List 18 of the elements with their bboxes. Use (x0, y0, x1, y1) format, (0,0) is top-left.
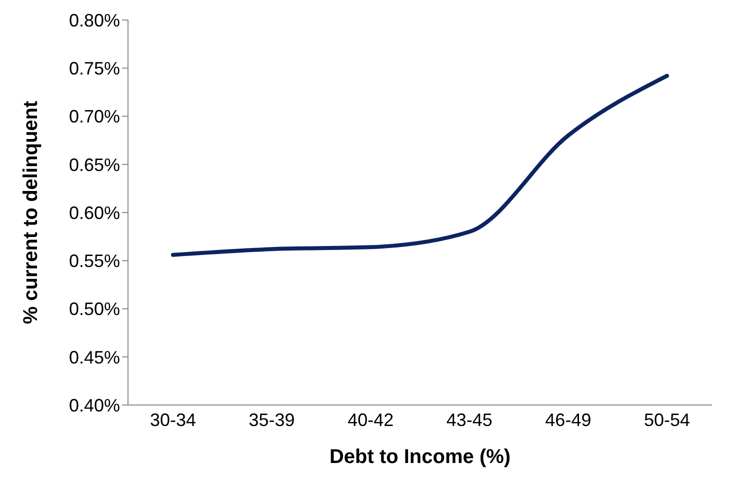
y-axis-title: % current to delinquent (20, 100, 42, 324)
y-tick-label: 0.75% (68, 58, 120, 79)
y-tick-label: 0.65% (68, 154, 120, 175)
y-tick-label: 0.50% (68, 299, 120, 320)
x-tick-label: 43-45 (446, 410, 492, 430)
y-tick-label: 0.60% (68, 202, 120, 223)
y-tick-label: 0.45% (68, 347, 120, 368)
line-series (171, 74, 669, 257)
y-tick-label: 0.40% (68, 395, 120, 416)
x-tick-label: 35-39 (248, 410, 295, 430)
x-tick-label: 50-54 (644, 410, 690, 430)
x-tick-label: 40-42 (348, 410, 394, 430)
x-tick-label: 46-49 (545, 410, 592, 430)
y-tick-label: 0.80% (68, 10, 120, 30)
y-tick-label: 0.55% (68, 251, 120, 272)
x-axis-title: Debt to Income (%) (329, 446, 511, 468)
y-tick-label: 0.70% (68, 106, 120, 127)
x-tick-label: 30-34 (150, 410, 196, 430)
